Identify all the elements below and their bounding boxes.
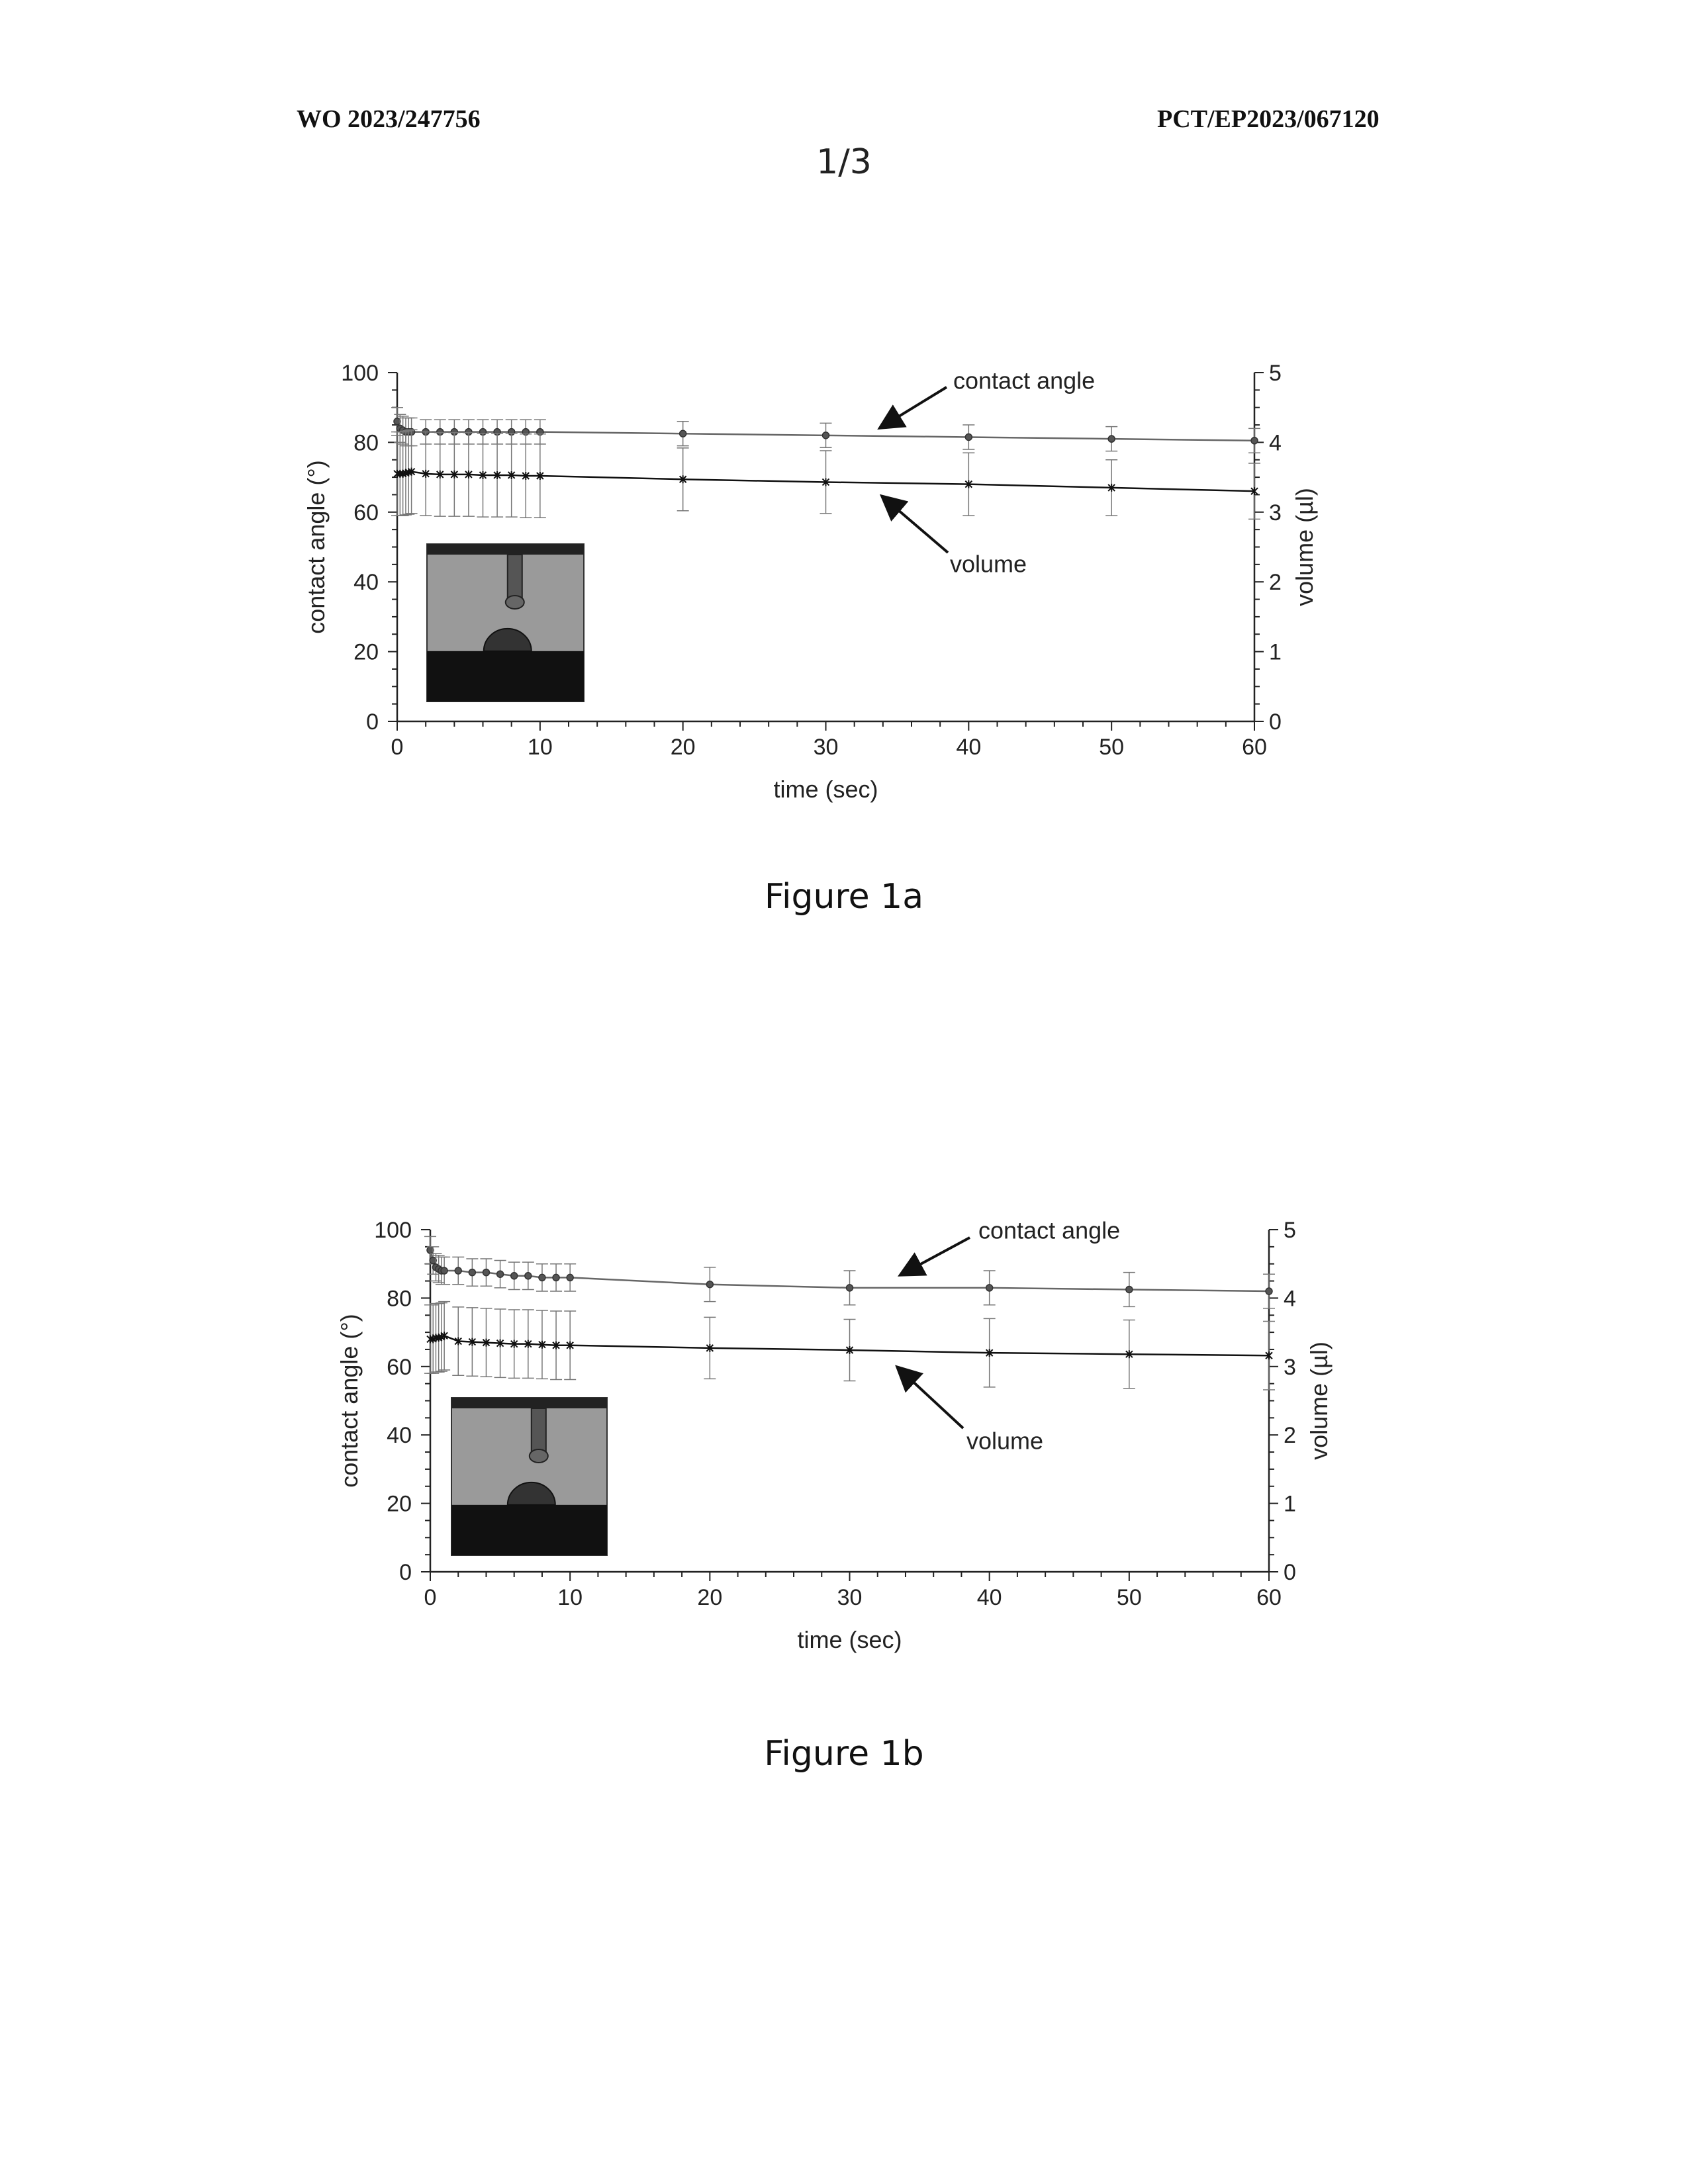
volume-arrow — [899, 1369, 963, 1428]
contact-angle-point — [706, 1281, 713, 1288]
volume-annotation: volume — [966, 1428, 1043, 1455]
contact-angle-point — [1126, 1286, 1133, 1293]
figure-1b-chart: 0102030405060020406080100012345time (sec… — [0, 0, 1688, 1721]
contact-angle-point — [1266, 1288, 1272, 1295]
contact-angle-point — [525, 1273, 532, 1279]
contact-angle-point — [847, 1285, 853, 1291]
y-tick-label: 20 — [387, 1492, 412, 1517]
y2-axis-label: volume (µl) — [1305, 1342, 1333, 1460]
y-tick-label: 40 — [387, 1423, 412, 1448]
y-tick-label: 80 — [387, 1286, 412, 1311]
y2-tick-label: 3 — [1284, 1355, 1296, 1380]
y2-tick-label: 2 — [1284, 1423, 1296, 1448]
y2-tick-label: 1 — [1284, 1492, 1296, 1517]
contact-angle-point — [511, 1273, 518, 1279]
photo-pendant-drop — [530, 1449, 548, 1463]
photo-substrate — [451, 1505, 607, 1555]
figure-1a-caption: Figure 1a — [0, 877, 1688, 917]
y-tick-label: 0 — [399, 1560, 412, 1585]
contact-angle-annotation: contact angle — [978, 1217, 1120, 1244]
contact-angle-point — [553, 1274, 559, 1281]
x-tick-label: 30 — [837, 1585, 863, 1610]
contact-angle-arrow — [902, 1238, 970, 1274]
x-axis-label: time (sec) — [797, 1626, 902, 1653]
photo-needle — [532, 1408, 546, 1453]
contact-angle-point — [455, 1267, 461, 1274]
contact-angle-point — [497, 1271, 504, 1277]
x-tick-label: 50 — [1117, 1585, 1142, 1610]
y-tick-label: 60 — [387, 1355, 412, 1380]
contact-angle-point — [539, 1274, 545, 1281]
contact-angle-point — [567, 1274, 573, 1281]
x-tick-label: 60 — [1256, 1585, 1282, 1610]
figure-1b-caption: Figure 1b — [0, 1734, 1688, 1774]
contact-angle-point — [441, 1267, 447, 1274]
x-tick-label: 10 — [557, 1585, 583, 1610]
contact-angle-point — [986, 1285, 993, 1291]
contact-angle-point — [483, 1269, 489, 1276]
photo-info-bar — [451, 1398, 607, 1408]
y2-tick-label: 4 — [1284, 1286, 1296, 1311]
x-tick-label: 40 — [977, 1585, 1002, 1610]
y-axis-label: contact angle (°) — [336, 1314, 363, 1488]
x-tick-label: 0 — [424, 1585, 437, 1610]
y-tick-label: 100 — [374, 1218, 412, 1243]
contact-angle-point — [469, 1269, 475, 1276]
y2-tick-label: 0 — [1284, 1560, 1296, 1585]
y2-tick-label: 5 — [1284, 1218, 1296, 1243]
x-tick-label: 20 — [697, 1585, 722, 1610]
